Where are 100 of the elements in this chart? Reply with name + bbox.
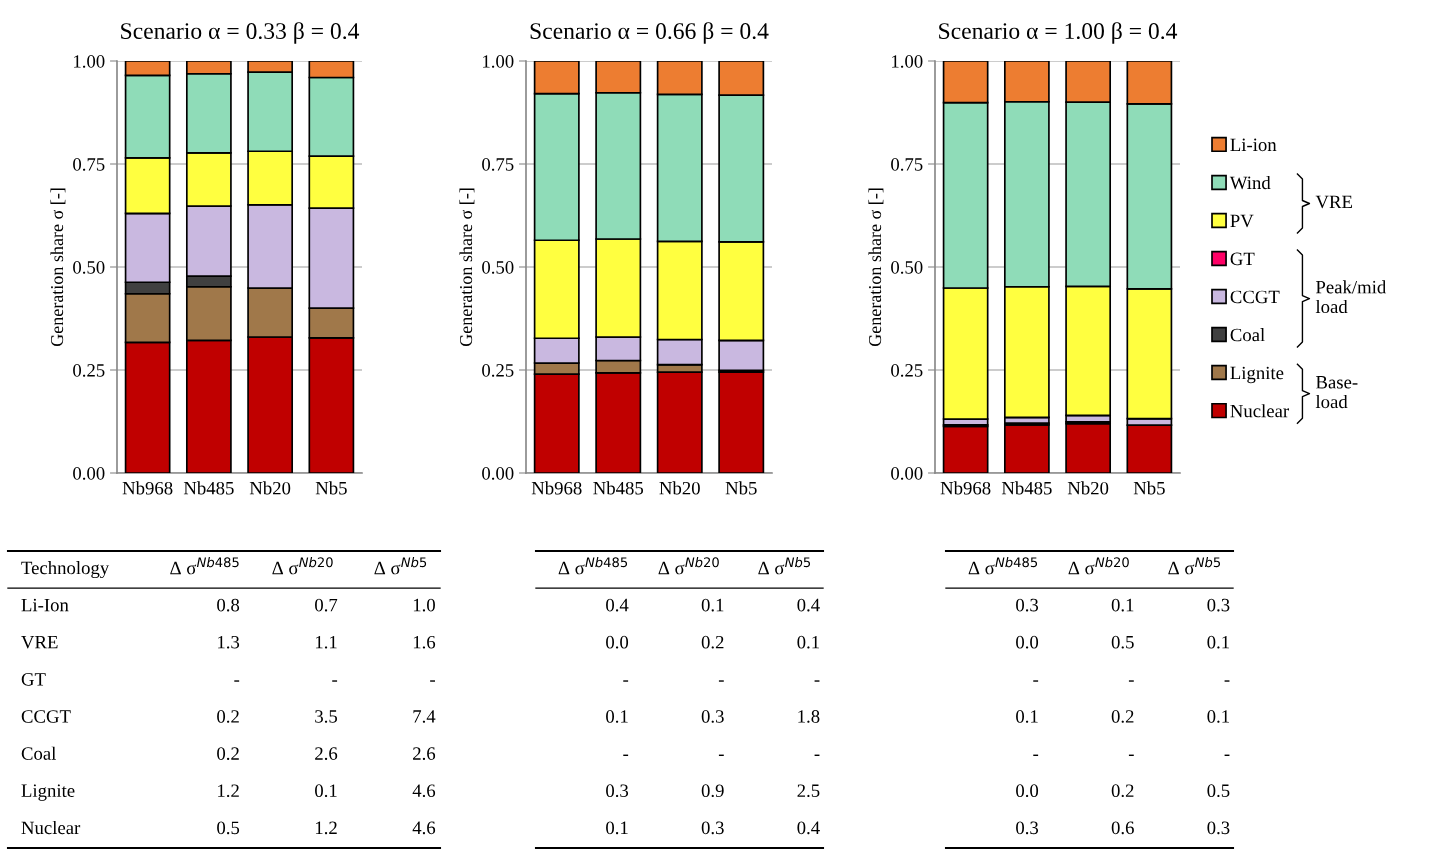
text: 2.5 xyxy=(797,784,820,798)
text: 0.8 xyxy=(217,598,240,612)
y-axis-title: Generation share σ [-] xyxy=(459,188,475,347)
text: - xyxy=(1033,680,1039,682)
text: 2.6 xyxy=(315,747,338,760)
text: 1.0 xyxy=(413,598,435,612)
y-axis-title: Generation share σ [-] xyxy=(868,188,884,347)
text: 0.0 xyxy=(606,635,629,649)
text: 0.5 xyxy=(1207,784,1230,798)
text: 0.1 xyxy=(1207,635,1230,649)
x-tick-label: Nb968 xyxy=(531,481,582,495)
text: 0.2 xyxy=(701,635,724,649)
y-tick-label: 0.75 xyxy=(482,158,514,171)
category-label: Δ σ$^{Nb5}$ xyxy=(374,557,427,575)
y-axis-title: Generation share σ [-] xyxy=(50,188,66,347)
text: 0.5 xyxy=(1111,635,1134,649)
category-label: Δ σ$^{Nb20}$ xyxy=(658,557,719,575)
text: 0.3 xyxy=(701,710,724,723)
x-tick-label: Nb5 xyxy=(1133,481,1165,495)
y-tick-label: 1.00 xyxy=(892,55,923,68)
x-tick-label: Nb968 xyxy=(122,481,173,495)
category-label: CCGT xyxy=(21,710,71,723)
text: Peak/mid load xyxy=(1315,280,1387,314)
y-tick-label: 0.25 xyxy=(73,364,105,377)
text: - xyxy=(814,680,820,682)
x-tick-label: Nb485 xyxy=(183,481,234,495)
category-label: VRE xyxy=(21,636,58,649)
category-label: Δ σ$^{Nb485}$ xyxy=(558,557,628,575)
text: 0.3 xyxy=(701,821,724,835)
text: 0.4 xyxy=(606,598,629,612)
category-label: Δ σ$^{Nb485}$ xyxy=(170,557,239,575)
x-tick-label: Nb968 xyxy=(940,481,991,495)
x-tick-label: Nb485 xyxy=(593,481,644,495)
text: 0.2 xyxy=(1111,710,1134,723)
x-tick-label: Nb5 xyxy=(725,481,757,495)
text: 0.0 xyxy=(1016,635,1039,649)
text: 2.6 xyxy=(413,747,436,760)
legend-label: Li-ion xyxy=(1230,138,1277,152)
legend-label: Coal xyxy=(1230,328,1265,342)
category-label: Technology xyxy=(21,561,110,579)
legend-label: CCGT xyxy=(1230,290,1280,304)
text: 3.5 xyxy=(315,710,338,723)
text: - xyxy=(1033,754,1039,756)
text: - xyxy=(332,680,338,682)
text: 0.4 xyxy=(797,821,820,835)
y-tick-label: 0.00 xyxy=(891,467,923,480)
text: - xyxy=(234,680,240,682)
text: 1.6 xyxy=(413,635,436,649)
category-label: Nuclear xyxy=(21,820,81,835)
text: 0.1 xyxy=(797,635,820,649)
text: - xyxy=(1224,680,1230,682)
legend-label: Lignite xyxy=(1230,366,1284,384)
x-tick-label: Nb485 xyxy=(1001,481,1052,495)
y-tick-label: 0.50 xyxy=(73,261,105,274)
text: 0.4 xyxy=(797,598,820,612)
text: 0.3 xyxy=(1207,821,1230,835)
text: 0.1 xyxy=(1111,598,1134,612)
text: 0.5 xyxy=(217,821,240,835)
legend-label: Nuclear xyxy=(1230,404,1289,418)
category-label: Li-Ion xyxy=(21,598,69,612)
text: 0.3 xyxy=(606,784,629,798)
x-tick-label: Nb5 xyxy=(315,481,347,495)
x-tick-label: Nb20 xyxy=(1067,481,1109,495)
text: 0.1 xyxy=(701,598,724,612)
text: Base- load xyxy=(1315,376,1358,409)
text: 1.2 xyxy=(315,821,337,835)
x-tick-label: Nb20 xyxy=(249,481,291,495)
text: 7.4 xyxy=(413,710,436,723)
y-tick-label: 0.50 xyxy=(891,261,923,274)
text: - xyxy=(814,754,820,756)
text: 0.1 xyxy=(1207,710,1230,723)
y-tick-label: 0.50 xyxy=(482,261,514,274)
text: 0.1 xyxy=(315,784,337,798)
text: 0.2 xyxy=(1111,784,1134,798)
text: - xyxy=(1224,754,1230,756)
text: - xyxy=(623,680,629,682)
text: 0.3 xyxy=(1207,598,1230,612)
text: - xyxy=(718,680,724,682)
text: - xyxy=(623,754,629,756)
chart-title: Scenario α = 1.00 β = 0.4 xyxy=(939,22,1178,44)
category-label: Δ σ$^{Nb20}$ xyxy=(272,557,333,575)
category-label: GT xyxy=(21,673,46,686)
text: 0.3 xyxy=(1016,821,1039,835)
chart-title: Scenario α = 0.66 β = 0.4 xyxy=(530,22,769,44)
y-tick-label: 1.00 xyxy=(483,55,514,68)
text: - xyxy=(430,680,435,682)
text: 1.3 xyxy=(218,635,240,649)
text: 0.1 xyxy=(606,710,628,723)
category-label: Lignite xyxy=(21,784,75,801)
category-label: Δ σ$^{Nb20}$ xyxy=(1068,557,1129,575)
text: - xyxy=(1128,680,1134,682)
category-label: Δ σ$^{Nb5}$ xyxy=(1168,557,1221,575)
text: 0.6 xyxy=(1111,821,1134,835)
text: 0.2 xyxy=(217,747,239,760)
y-tick-label: 0.75 xyxy=(73,158,105,171)
text: 1.2 xyxy=(218,784,239,798)
text: 0.3 xyxy=(1016,598,1039,612)
y-tick-label: 0.25 xyxy=(891,364,923,377)
text: 0.9 xyxy=(701,784,724,798)
x-tick-label: Nb20 xyxy=(659,481,700,495)
